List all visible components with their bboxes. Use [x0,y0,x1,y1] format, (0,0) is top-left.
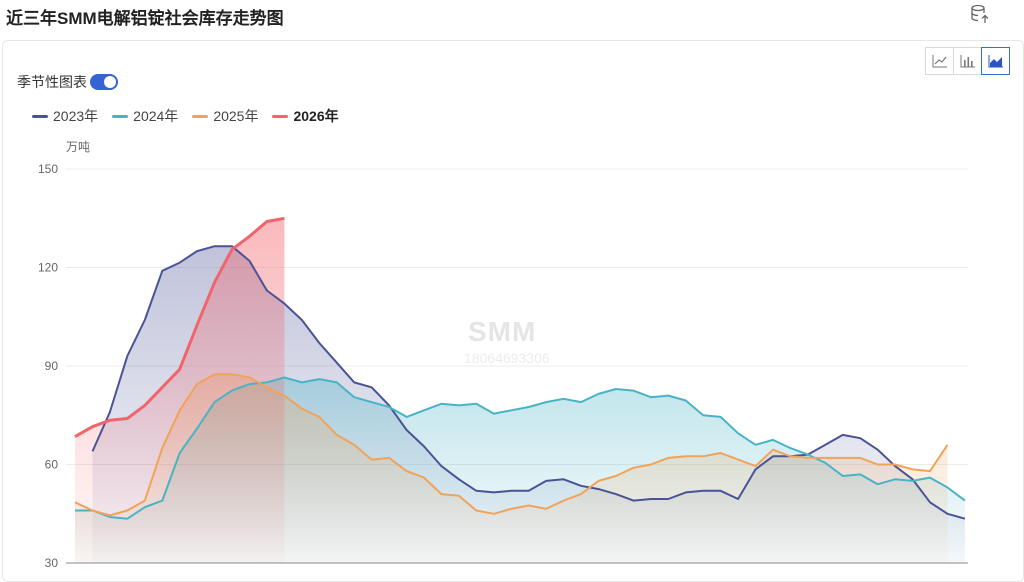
chart-type-switcher [925,47,1010,75]
legend-label: 2024年 [133,108,179,124]
series-area-2026 [75,218,285,564]
page-title: 近三年SMM电解铝锭社会库存走势图 [6,9,284,28]
legend-item-2025[interactable]: 2025年 [192,106,258,126]
seasonal-toggle[interactable] [90,74,118,90]
y-axis-unit: 万吨 [66,140,91,154]
legend-swatch [192,114,209,118]
database-export-icon[interactable] [968,2,992,26]
y-tick-label: 90 [45,359,59,373]
legend-swatch [32,114,48,118]
chart-legend: 2023年 2024年 2025年 2026年 [32,106,353,126]
bar-chart-button[interactable] [953,47,982,75]
y-tick-label: 30 [45,556,59,568]
legend-item-2024[interactable]: 2024年 [112,106,178,126]
legend-swatch [272,114,289,118]
y-tick-label: 120 [38,261,58,275]
legend-label: 2026年 [293,108,339,124]
chart-plot: 30 60 90 120 150 [38,162,968,568]
series-line-2026 [74,216,285,438]
line-chart-icon [932,55,947,68]
line-chart-button[interactable] [925,47,954,75]
series-area-2025 [75,374,948,563]
legend-label: 2025年 [213,108,259,124]
bar-chart-icon [960,55,975,68]
seasonal-toggle-row: 季节性图表 [17,72,118,92]
seasonal-label: 季节性图表 [17,74,87,90]
watermark-phone: 18064693306 [464,350,550,366]
y-tick-label: 150 [38,162,58,176]
series-line-2025 [74,373,949,517]
watermark-brand: SMM [468,316,537,347]
y-tick-label: 60 [45,458,59,472]
legend-swatch [112,114,129,118]
area-chart-icon [988,55,1003,68]
legend-item-2026[interactable]: 2026年 [272,106,339,126]
legend-label: 2023年 [53,108,99,124]
legend-item-2023[interactable]: 2023年 [32,106,98,126]
area-chart-button[interactable] [981,47,1010,75]
series-line-2023 [91,245,966,520]
